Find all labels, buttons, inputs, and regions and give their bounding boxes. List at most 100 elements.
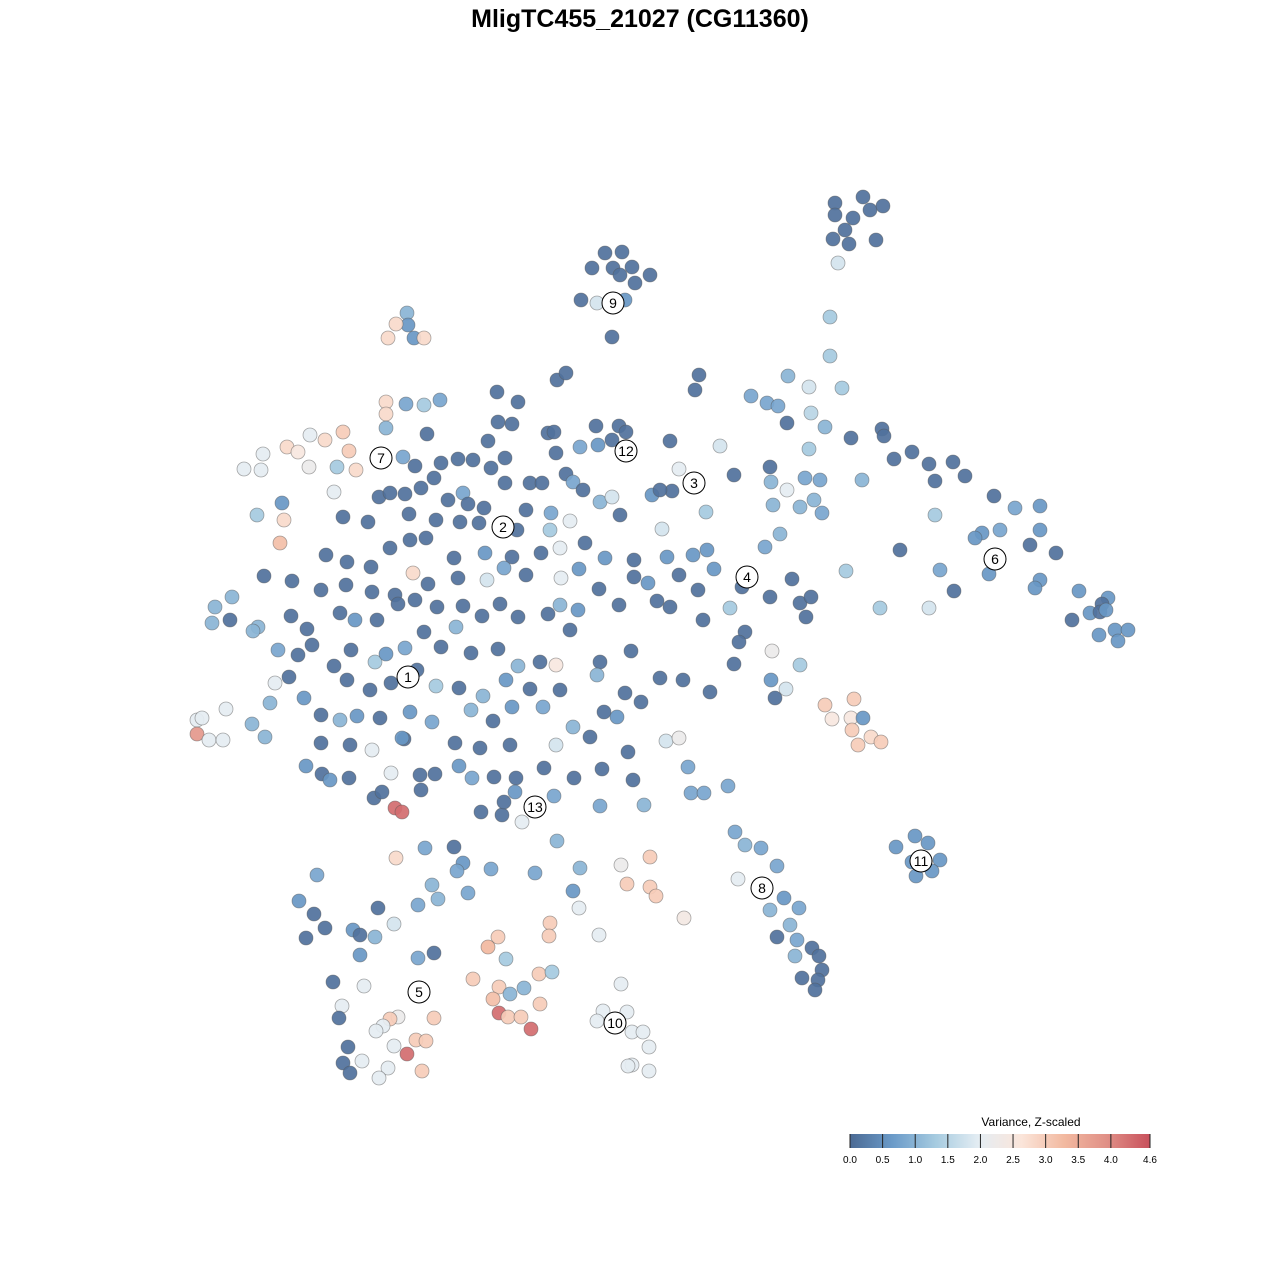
point [573,292,589,308]
point [397,640,413,656]
point [504,416,520,432]
point [535,699,551,715]
colorbar-tick-label: 4.0 [1104,1155,1118,1166]
point [356,978,372,994]
point [502,986,518,1002]
point [582,729,598,745]
point [414,1063,430,1079]
point [473,804,489,820]
point [1091,627,1107,643]
point [388,316,404,332]
point [618,424,634,440]
point [532,654,548,670]
point [1048,545,1064,561]
point [460,885,476,901]
point [662,433,678,449]
cluster-marker [603,1011,627,1035]
point [907,828,923,844]
point [706,561,722,577]
point [262,695,278,711]
point [270,642,286,658]
point [779,482,795,498]
point [448,619,464,635]
colorbar-tick-label: 1.5 [941,1155,955,1166]
point [791,900,807,916]
point [325,974,341,990]
point [596,704,612,720]
point [588,418,604,434]
point [349,708,365,724]
point [765,497,781,513]
point [671,461,687,477]
point [383,675,399,691]
point [440,492,456,508]
point [806,492,822,508]
point [451,680,467,696]
point [360,514,376,530]
point [932,852,948,868]
point [779,415,795,431]
point [332,605,348,621]
point [244,716,260,732]
point [402,532,418,548]
point [348,462,364,478]
point [1110,633,1126,649]
point [446,839,462,855]
point [577,535,593,551]
point [844,722,860,738]
point [584,260,600,276]
point [753,840,769,856]
point [290,647,306,663]
point [272,535,288,551]
point [592,654,608,670]
point [683,785,699,801]
point [522,681,538,697]
point [642,267,658,283]
point [386,916,402,932]
point [483,861,499,877]
point [382,540,398,556]
point [527,865,543,881]
point [410,897,426,913]
point [967,530,983,546]
point [510,394,526,410]
point [764,643,780,659]
point [571,561,587,577]
point [317,432,333,448]
point [726,656,742,672]
cluster-marker [396,665,420,689]
point [553,570,569,586]
point [654,521,670,537]
point [347,612,363,628]
point [803,589,819,605]
point [388,850,404,866]
point [369,612,385,628]
point [726,467,742,483]
point [267,675,283,691]
point [343,642,359,658]
point [507,784,523,800]
point [613,976,629,992]
point [822,309,838,325]
point [855,710,871,726]
point [450,451,466,467]
point [687,382,703,398]
point [769,929,785,945]
point [407,592,423,608]
point [416,624,432,640]
point [591,927,607,943]
point [394,804,410,820]
point [572,439,588,455]
point [504,549,520,565]
point [331,1010,347,1026]
point [876,428,892,444]
point [472,740,488,756]
point [986,488,1002,504]
point [352,927,368,943]
point [566,770,582,786]
colorbar-tick-label: 2.5 [1006,1155,1020,1166]
point [201,732,217,748]
point [1007,500,1023,516]
point [504,699,520,715]
point [921,456,937,472]
